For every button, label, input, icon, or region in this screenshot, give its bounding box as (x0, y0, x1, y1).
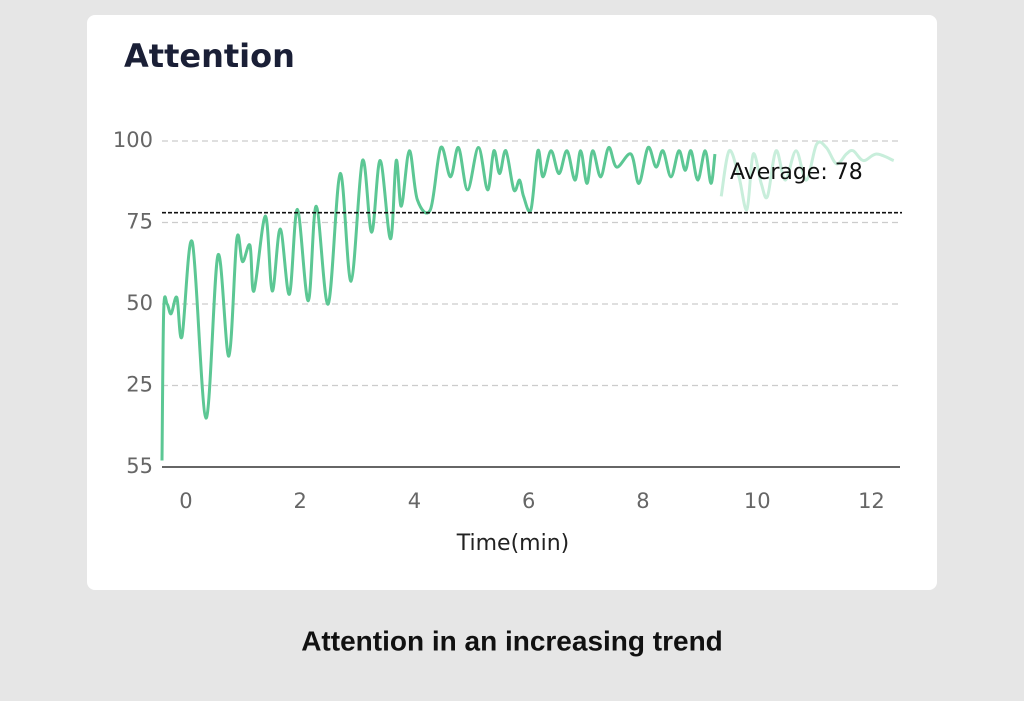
y-tick-label: 75 (126, 210, 153, 234)
x-tick-label: 4 (408, 489, 421, 513)
plot: 55 25 50 75 100 0 2 4 6 8 10 12 Average: 78 (113, 128, 902, 513)
y-tick-label: 50 (126, 291, 153, 315)
x-tick-label: 12 (858, 489, 885, 513)
x-tick-label: 0 (179, 489, 192, 513)
chart-title: Attention (124, 37, 295, 75)
x-tick-label: 10 (744, 489, 771, 513)
average-label: Average: 78 (730, 160, 863, 185)
y-tick-label: 100 (113, 128, 153, 152)
attention-line (160, 145, 717, 461)
x-tick-label: 6 (522, 489, 535, 513)
x-tick-label: 2 (294, 489, 307, 513)
attention-line (719, 140, 895, 212)
x-tick-label: 8 (636, 489, 649, 513)
x-axis-label: Time(min) (456, 531, 570, 556)
y-tick-label: 25 (126, 373, 153, 397)
card (87, 15, 937, 590)
y-tick-label: 55 (126, 454, 153, 478)
caption: Attention in an increasing trend (301, 625, 723, 656)
